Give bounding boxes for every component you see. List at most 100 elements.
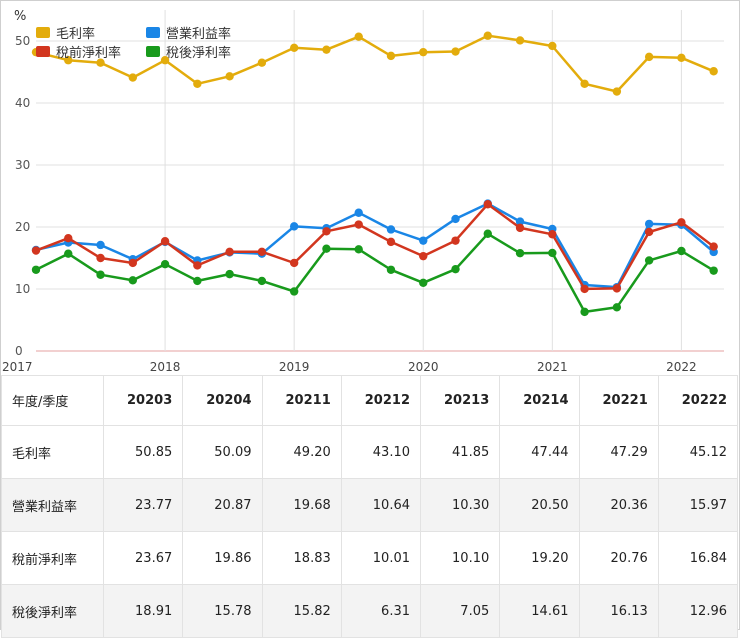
data-point (257, 58, 267, 67)
column-header: 20222 (657, 375, 739, 426)
data-point (128, 276, 138, 285)
line-chart: % 0 10 20 30 40 50 2017 2018 2019 2020 2021 2022 (2, 9, 724, 374)
data-point (548, 248, 557, 258)
table-cell: 20.50 (499, 478, 580, 532)
y-axis-unit: % (14, 9, 26, 24)
data-point (193, 79, 202, 88)
data-point (354, 220, 363, 229)
y-tick-label: 40 (15, 96, 30, 110)
legend-item-operating-margin[interactable]: 營業利益率 (146, 23, 231, 42)
data-point (451, 214, 460, 224)
legend-label: 稅前淨利率 (56, 46, 122, 61)
data-point (64, 249, 73, 258)
data-point (160, 237, 170, 246)
table-cell: 19.20 (499, 531, 580, 585)
data-point (580, 284, 589, 294)
data-point (322, 227, 331, 236)
data-point (419, 47, 428, 57)
table-cell: 18.83 (261, 531, 342, 585)
data-point (96, 270, 105, 279)
legend-item-gross-margin[interactable]: 毛利率 (36, 23, 95, 42)
data-point (515, 217, 525, 226)
data-point (709, 266, 718, 275)
column-header: 20204 (182, 375, 263, 426)
table-cell: 15.82 (261, 584, 342, 638)
table-cell: 20.36 (578, 478, 659, 532)
data-point (225, 72, 234, 81)
table-cell: 49.20 (261, 425, 342, 479)
x-tick-label: 2020 (408, 360, 439, 374)
row-label: 營業利益率 (1, 478, 104, 532)
ratio-table: 年度/季度 20203 20204 20211 20212 20213 2021… (1, 375, 739, 638)
data-point (96, 58, 105, 67)
data-point (419, 251, 428, 261)
data-point (64, 233, 73, 243)
table-cell: 12.96 (657, 584, 739, 638)
legend-swatch (146, 27, 160, 38)
legend-swatch (146, 46, 160, 57)
table-cell: 7.05 (419, 584, 501, 638)
header-label-cell: 年度/季度 (1, 375, 104, 426)
data-point (289, 222, 299, 231)
data-point (128, 73, 138, 82)
legend-label: 毛利率 (56, 27, 96, 42)
data-point (483, 31, 492, 40)
x-tick-label: 2019 (279, 360, 310, 374)
data-point (515, 36, 525, 45)
data-point (419, 278, 428, 287)
legend-swatch (36, 27, 50, 38)
table-cell: 23.77 (102, 478, 184, 532)
data-point (386, 237, 396, 247)
table-cell: 15.97 (657, 478, 739, 532)
data-point (257, 276, 267, 286)
x-tick-label: 2017 (2, 360, 33, 374)
table-cell: 10.01 (340, 531, 422, 585)
data-point (128, 258, 138, 268)
y-tick-label: 50 (15, 34, 30, 48)
y-tick-label: 20 (15, 220, 30, 234)
table-cell: 50.85 (102, 425, 184, 479)
data-point (612, 87, 622, 96)
column-header: 20221 (578, 375, 659, 426)
legend-item-pretax-margin[interactable]: 稅前淨利率 (36, 42, 121, 61)
legend-item-net-margin[interactable]: 稅後淨利率 (146, 42, 231, 61)
series-layer (31, 31, 718, 317)
column-header: 20214 (499, 375, 580, 426)
x-tick-label: 2022 (666, 360, 697, 374)
data-point (612, 284, 622, 293)
data-point (483, 200, 492, 209)
data-point (289, 43, 299, 53)
column-header: 20213 (419, 375, 501, 426)
series-line (35, 202, 715, 291)
x-tick-label: 2021 (537, 360, 568, 374)
data-point (257, 247, 267, 256)
table-cell: 10.10 (419, 531, 501, 585)
data-point (160, 56, 170, 65)
table-cell: 47.29 (578, 425, 659, 479)
data-point (31, 246, 41, 255)
data-point (289, 287, 299, 296)
data-point (515, 248, 525, 258)
data-point (451, 47, 460, 56)
data-point (612, 303, 622, 312)
data-point (354, 32, 363, 41)
data-point (677, 218, 686, 227)
data-point (96, 253, 105, 263)
y-tick-label: 10 (15, 282, 30, 296)
data-point (515, 223, 525, 233)
data-point (677, 53, 686, 63)
column-header: 20212 (340, 375, 422, 426)
table-cell: 10.30 (419, 478, 501, 532)
table-row-gross-margin: 毛利率 50.85 50.09 49.20 43.10 41.85 47.44 … (1, 425, 739, 479)
table-cell: 41.85 (419, 425, 501, 479)
data-point (96, 240, 105, 250)
table-header-row: 年度/季度 20203 20204 20211 20212 20213 2021… (1, 375, 739, 426)
data-point (483, 229, 492, 238)
data-point (386, 265, 396, 274)
data-point (225, 269, 234, 279)
data-point (644, 227, 654, 237)
table-row-operating-margin: 營業利益率 23.77 20.87 19.68 10.64 10.30 20.5… (1, 478, 739, 532)
data-point (644, 256, 654, 265)
data-point (193, 261, 202, 270)
data-point (451, 236, 460, 245)
